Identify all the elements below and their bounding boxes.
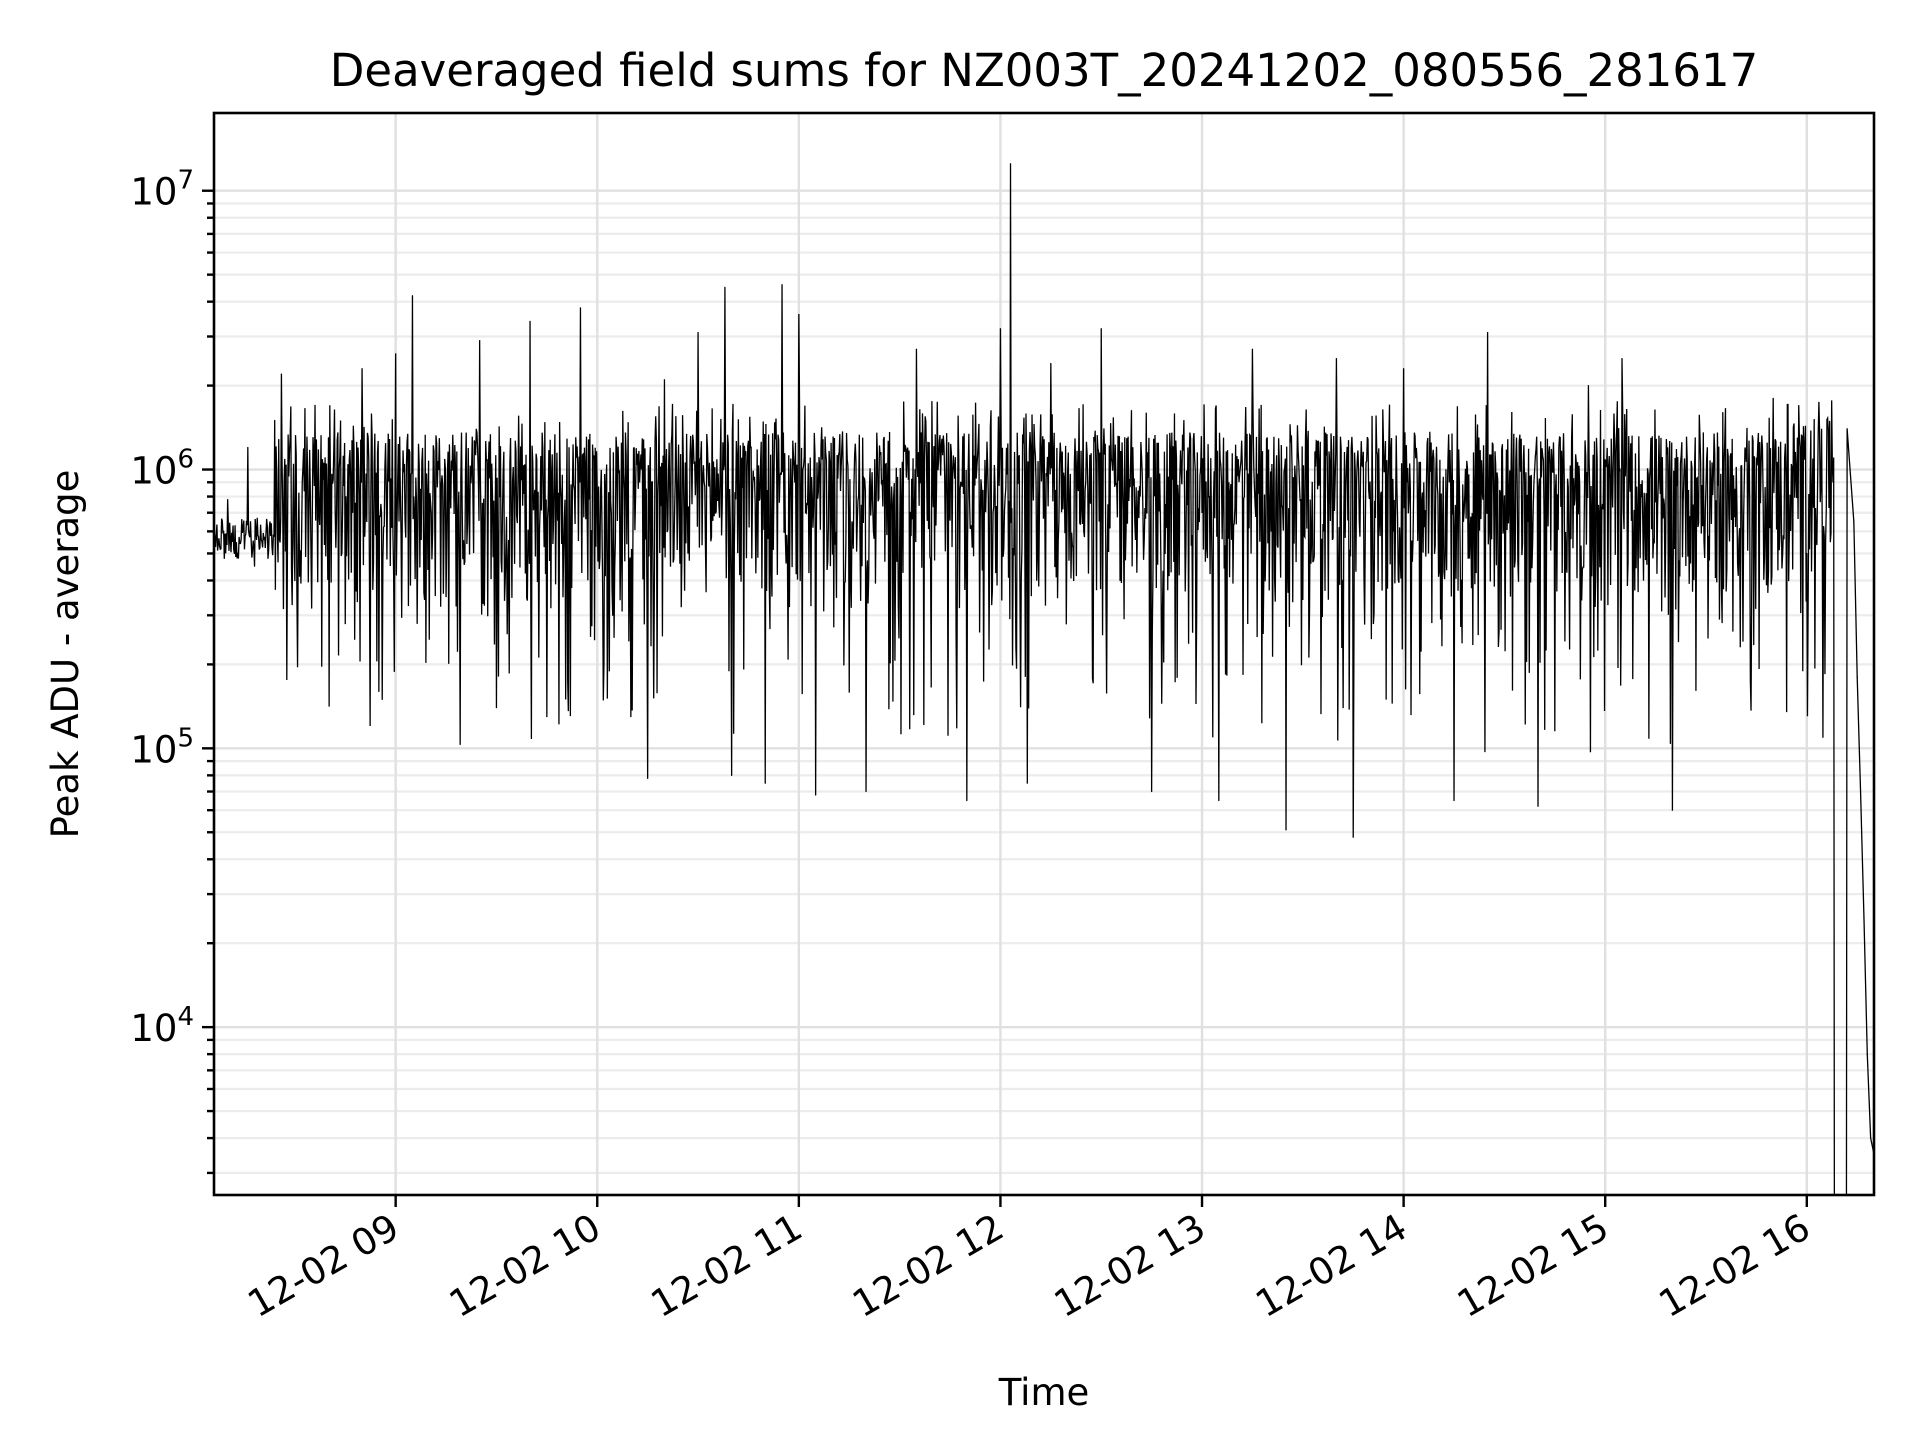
data-point (495, 706, 498, 709)
x-tick-label: 12-02 14 (1249, 1206, 1415, 1326)
data-point (1772, 397, 1774, 399)
data-point (647, 777, 649, 780)
data-point (1487, 331, 1489, 334)
data-point (764, 782, 766, 784)
chart-title: Deaveraged field sums for NZ003T_2024120… (330, 44, 1759, 97)
data-point (999, 328, 1002, 330)
x-tick-label: 12-02 12 (845, 1206, 1011, 1326)
x-tick-label: 12-02 09 (241, 1206, 407, 1326)
data-point (280, 373, 283, 375)
data-point (233, 552, 235, 555)
y-tick-exponent: 6 (177, 445, 194, 475)
y-tick-label: 107 (130, 166, 194, 214)
y-axis-label: Peak ADU - average (44, 470, 87, 839)
data-point (1722, 412, 1724, 414)
x-axis-label: Time (998, 1371, 1090, 1414)
x-tick-label: 12-02 11 (644, 1206, 810, 1326)
y-tick-exponent: 4 (177, 1002, 194, 1032)
data-point (1587, 385, 1590, 387)
data-point (1335, 357, 1338, 360)
data-point (613, 636, 615, 638)
y-tick-exponent: 5 (177, 723, 194, 753)
data-point (915, 348, 918, 350)
data-point (1100, 328, 1102, 330)
data-point (445, 596, 447, 598)
y-tick-label: 104 (130, 1002, 194, 1050)
data-point (966, 799, 968, 802)
data-point (1453, 799, 1455, 802)
y-tick-label: 106 (130, 445, 194, 493)
data-point (1863, 915, 1865, 917)
data-point (361, 368, 363, 370)
data-point (1218, 799, 1220, 802)
data-point (798, 313, 800, 316)
data-point (240, 539, 242, 541)
grid-layer (214, 113, 1874, 1195)
x-axis-ticks: 12-02 09 12-02 10 12-02 11 12-02 12 12-02 13… (241, 1195, 1818, 1326)
data-point (1009, 163, 1012, 165)
data-point (327, 437, 330, 439)
data-point (1853, 521, 1855, 523)
data-point (663, 379, 666, 381)
data-point (1151, 790, 1153, 793)
data-point (1026, 782, 1028, 784)
data-point (546, 715, 548, 718)
y-tick-label: 105 (130, 723, 194, 771)
y-tick-base: 10 (130, 728, 177, 771)
data-point (724, 286, 726, 289)
data-point (267, 557, 269, 560)
data-point (630, 715, 632, 718)
data-point (865, 790, 867, 793)
data-point (1846, 428, 1848, 430)
data-point (260, 539, 262, 541)
data-point (294, 579, 296, 582)
data-point (1856, 676, 1858, 678)
data-point (247, 446, 249, 449)
data-point (378, 690, 380, 693)
y-tick-base: 10 (130, 171, 177, 214)
data-point (529, 320, 531, 322)
data-point (1352, 836, 1354, 838)
data-point (220, 548, 222, 550)
data-point (1833, 457, 1835, 459)
data-point (1859, 790, 1862, 793)
data-point (1806, 552, 1808, 555)
data-point (1621, 357, 1623, 360)
data-point (479, 340, 481, 342)
data-point (1537, 805, 1539, 807)
data-point (344, 623, 346, 625)
data-point (697, 331, 699, 334)
data-point (731, 774, 733, 776)
x-tick-label: 12-02 15 (1450, 1206, 1616, 1326)
data-point (411, 295, 414, 297)
data-point (1285, 829, 1287, 831)
x-tick-label: 12-02 10 (442, 1206, 608, 1326)
series-layer (213, 163, 1875, 1196)
data-point (579, 307, 582, 309)
data-point (1671, 809, 1674, 811)
data-point (1251, 348, 1254, 350)
data-point (781, 284, 783, 286)
y-tick-base: 10 (130, 1007, 177, 1050)
series-line (213, 163, 1875, 1196)
data-point (815, 794, 817, 796)
data-point (1403, 368, 1405, 370)
y-tick-base: 10 (130, 450, 177, 493)
data-point (253, 565, 256, 567)
x-tick-label: 12-02 13 (1047, 1206, 1213, 1326)
data-point (227, 499, 229, 501)
data-point (395, 353, 397, 355)
data-point (1866, 1053, 1868, 1055)
plot-frame (212, 111, 1876, 1197)
data-point (1050, 362, 1052, 365)
data-point (274, 419, 276, 422)
y-tick-exponent: 7 (177, 166, 194, 196)
data-point (1870, 1137, 1872, 1139)
x-tick-label: 12-02 16 (1652, 1206, 1818, 1326)
